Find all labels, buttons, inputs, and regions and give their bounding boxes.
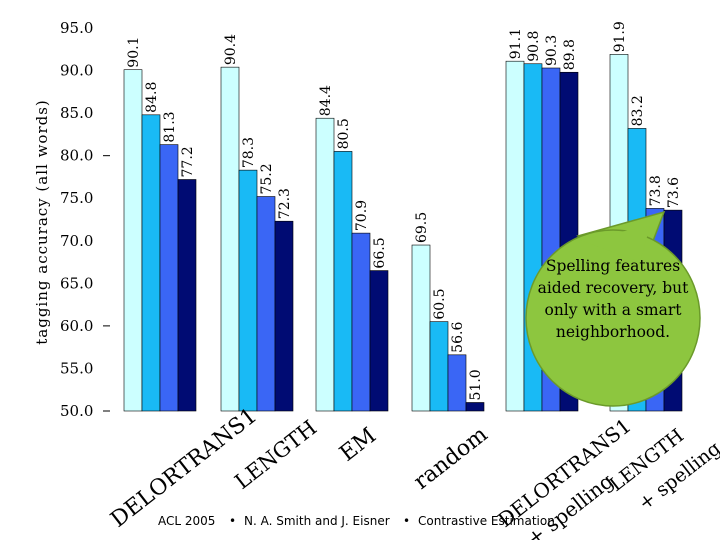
footer-separator: • xyxy=(229,514,237,528)
bar-value-label: 91.1 xyxy=(508,28,524,59)
bar-value-label: 90.4 xyxy=(223,34,239,65)
bar xyxy=(256,196,276,412)
y-tick-label: 55.0 xyxy=(60,359,93,377)
y-tick-label: 90.0 xyxy=(60,62,93,80)
bar-value-label: 91.9 xyxy=(612,21,628,52)
bar-value-label: 84.8 xyxy=(144,82,160,113)
callout-tail-join xyxy=(580,226,650,262)
annotation-text: Spelling features aided recovery, but on… xyxy=(537,257,689,341)
y-tick-label: 80.0 xyxy=(60,147,93,165)
bar xyxy=(465,402,485,412)
bar-value-label: 78.3 xyxy=(241,137,257,168)
bar-value-label: 66.5 xyxy=(372,237,388,268)
bar-value-label: 90.8 xyxy=(526,31,542,62)
bar-value-label: 77.2 xyxy=(180,146,196,177)
y-axis-label: tagging accuracy (all words) xyxy=(33,99,51,345)
bar xyxy=(123,69,143,412)
bar xyxy=(238,169,258,412)
y-tick-label: 95.0 xyxy=(60,19,93,37)
y-tick-label: 75.0 xyxy=(60,189,93,207)
bar xyxy=(369,270,389,412)
bar-value-label: 60.5 xyxy=(432,288,448,319)
bar-value-label: 83.2 xyxy=(630,95,646,126)
bar-value-label: 73.8 xyxy=(648,175,664,206)
bar-value-label: 72.3 xyxy=(277,188,293,219)
bar-value-label: 90.1 xyxy=(126,37,142,68)
bar xyxy=(447,354,467,412)
footer-authors: N. A. Smith and J. Eisner xyxy=(244,514,390,528)
bar xyxy=(315,117,335,412)
callout-bubble xyxy=(525,210,701,407)
y-tick-label: 70.0 xyxy=(60,232,93,250)
bar-value-label: 80.5 xyxy=(336,118,352,149)
bar xyxy=(505,60,525,412)
bar xyxy=(333,151,353,412)
bar xyxy=(429,321,449,412)
footer-separator: • xyxy=(403,514,411,528)
y-axis: 95.0 90.0 85.0 80.0 75.0 70.0 65.0 60.0 55.0 50.0… xyxy=(33,19,110,420)
bar-value-label: 90.3 xyxy=(544,35,560,66)
bar xyxy=(351,232,371,412)
bar-value-label: 70.9 xyxy=(354,200,370,231)
bar-value-label: 89.8 xyxy=(562,39,578,70)
category-label: random xyxy=(409,422,492,495)
bar xyxy=(220,66,240,412)
bar-value-label: 81.3 xyxy=(162,111,178,142)
y-tick-label: 85.0 xyxy=(60,104,93,122)
bar xyxy=(141,114,161,412)
category-label: EM xyxy=(335,423,381,466)
bar xyxy=(274,220,294,412)
footer-title: Contrastive Estimation xyxy=(418,514,555,528)
bar-value-label: 56.6 xyxy=(450,322,466,353)
bar xyxy=(159,144,179,412)
bar-value-label: 73.6 xyxy=(666,177,682,208)
footer-venue: ACL 2005 xyxy=(158,514,216,528)
bar xyxy=(411,244,431,412)
bar-value-label: 84.4 xyxy=(318,85,334,116)
y-tick-label: 50.0 xyxy=(60,402,93,420)
bar-value-label: 75.2 xyxy=(259,163,275,194)
y-tick-label: 60.0 xyxy=(60,317,93,335)
callout-body xyxy=(525,229,701,407)
value-labels: 90.184.881.377.2 90.4 78.375.272.3 84.480.5… xyxy=(126,21,682,400)
bar-value-label: 51.0 xyxy=(468,369,484,400)
bar xyxy=(177,179,197,412)
bar-value-label: 69.5 xyxy=(414,212,430,243)
y-tick-label: 65.0 xyxy=(60,274,93,292)
